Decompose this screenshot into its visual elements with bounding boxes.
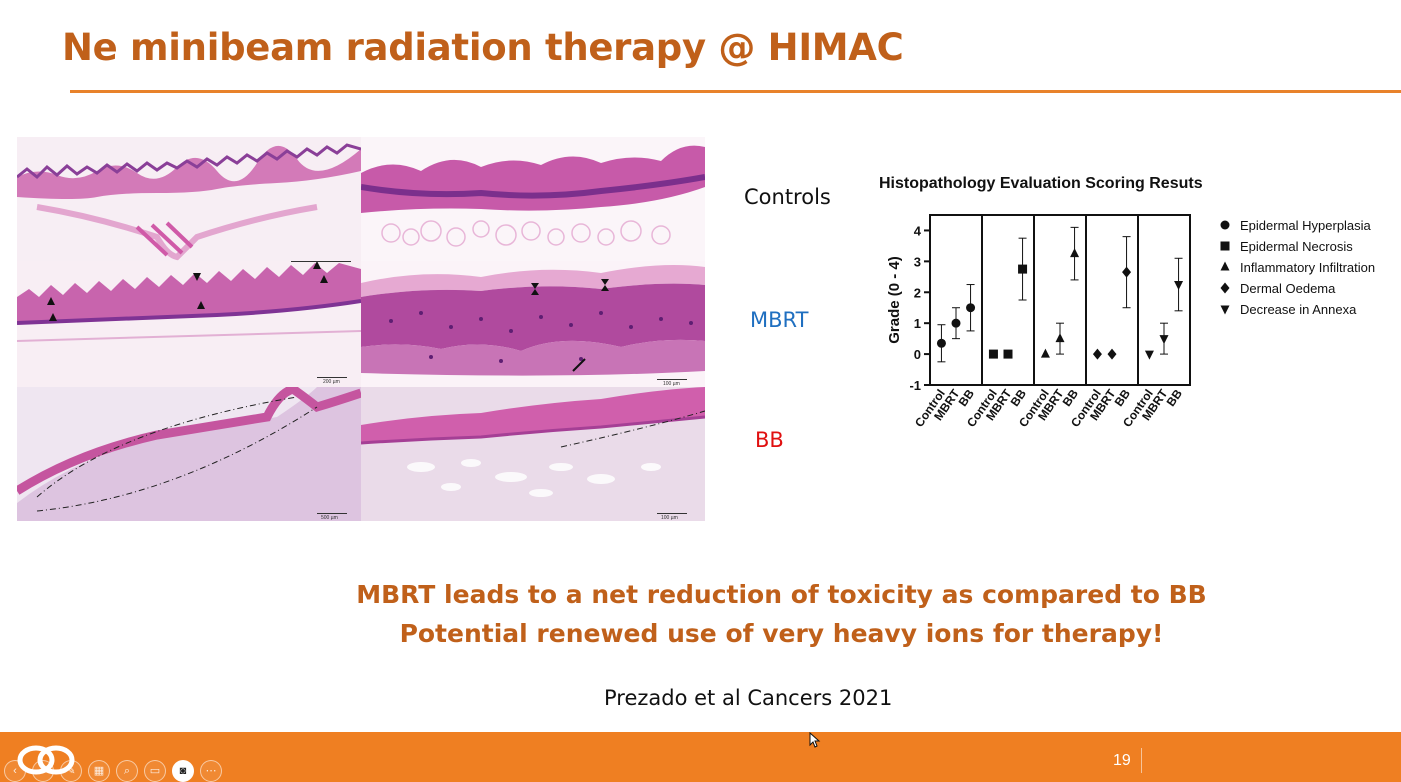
scale-bar-label: 100 µm [661,515,678,521]
plot-frame [929,214,1191,386]
conclusion-line-2: Potential renewed use of very heavy ions… [399,619,1164,648]
legend-entry: Epidermal Hyperplasia [1240,218,1372,233]
legend-entry: Epidermal Necrosis [1240,239,1353,254]
y-tick-label: 0 [914,347,921,362]
row-label-bb: BB [755,428,784,452]
data-point [936,338,946,348]
x-tick-label: BB [1112,386,1134,409]
chart-title: Histopathology Evaluation Scoring Resuts [879,175,1203,192]
data-point [1092,348,1102,360]
arrow-left-icon[interactable]: ‹ [4,760,26,782]
histology-panel-bb-low: 500 µm [17,387,361,521]
legend-marker [1220,282,1230,294]
legend-entry: Inflammatory Infiltration [1240,260,1375,275]
histology-panel-mbrt-low: 200 µm [17,261,361,387]
legend-entry: Dermal Oedema [1240,281,1336,296]
data-point [1159,335,1169,345]
conclusion-line-1: MBRT leads to a net reduction of toxicit… [356,580,1207,609]
histology-panel-mbrt-high: 100 µm [361,261,705,387]
y-tick-label: 2 [914,285,921,300]
data-point [1122,266,1132,278]
row-label-mbrt: MBRT [750,308,809,332]
presentation-toolbar: ‹ › ✎ ▦ ⌕ ▭ ◙ ⋯ [4,760,222,782]
camera-icon[interactable]: ◙ [172,760,194,782]
page-number: 19 [1113,752,1131,769]
x-tick-label: BB [1060,386,1082,409]
zoom-icon[interactable]: ⌕ [116,760,138,782]
y-tick-label: 4 [914,223,922,238]
scale-bar-label: 100 µm [663,381,680,387]
slide-title: Ne minibeam radiation therapy @ HIMAC [62,26,904,69]
data-point [1040,348,1050,358]
y-axis-label: Grade (0 - 4) [886,256,903,344]
histology-figure: 200 µm 100 µm [17,137,705,521]
pen-icon[interactable]: ✎ [60,760,82,782]
citation: Prezado et al Cancers 2021 [604,686,893,710]
x-tick-label: BB [956,386,978,409]
data-point [1107,348,1117,360]
histology-panel-bb-high: 100 µm [361,387,705,521]
row-label-controls: Controls [744,185,831,209]
data-point [966,303,976,313]
data-point [1003,349,1013,359]
histology-panel-controls-low [17,137,361,261]
arrow-right-icon[interactable]: › [32,760,54,782]
data-point [1018,264,1028,274]
legend-marker [1220,261,1230,271]
x-tick-label: BB [1164,386,1186,409]
data-point [1174,281,1184,291]
footer-bar [0,732,1401,782]
x-tick-label: BB [1008,386,1030,409]
y-tick-label: 1 [914,316,921,331]
page-number-divider [1141,748,1142,773]
legend-marker [1220,305,1230,315]
data-point [1070,248,1080,258]
subtitles-icon[interactable]: ▭ [144,760,166,782]
data-point [1055,333,1065,343]
mouse-cursor-icon [809,732,821,748]
legend-marker [1220,241,1230,251]
scale-bar-label: 200 µm [323,379,340,385]
data-point [988,349,998,359]
more-icon[interactable]: ⋯ [200,760,222,782]
data-point [1144,350,1154,360]
legend-marker [1220,220,1230,230]
data-point [951,318,961,328]
title-rule [70,90,1401,93]
legend-entry: Decrease in Annexa [1240,302,1357,317]
scale-bar-label: 500 µm [321,515,338,521]
y-tick-label: 3 [914,254,921,269]
slides-grid-icon[interactable]: ▦ [88,760,110,782]
histology-panel-controls-high [361,137,705,261]
y-tick-label: -1 [909,378,921,393]
